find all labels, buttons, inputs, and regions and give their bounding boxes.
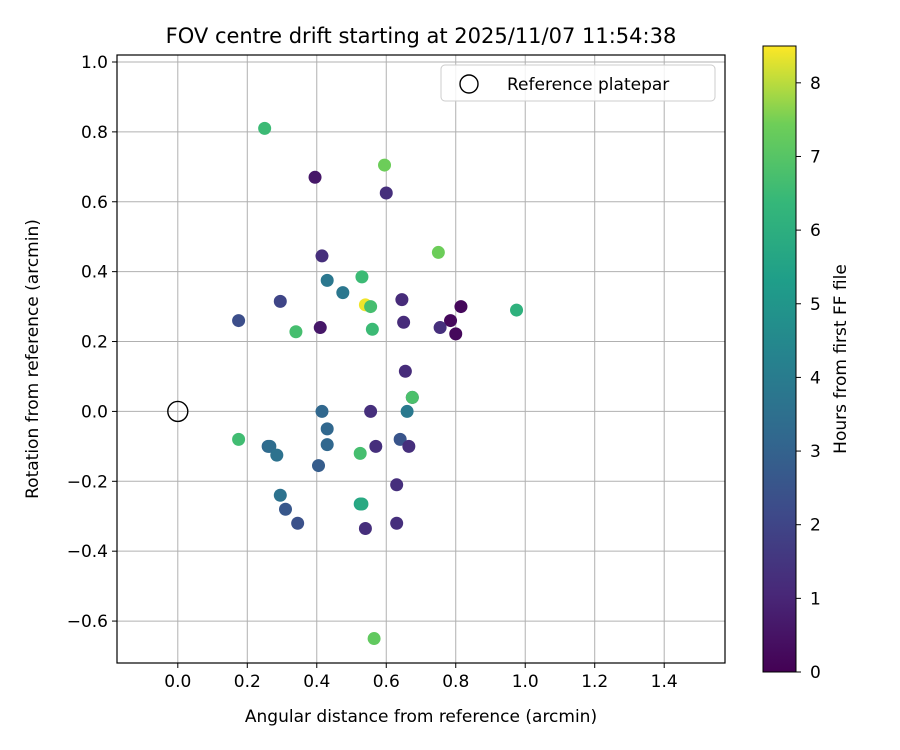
y-tick-label: 0.0 — [81, 402, 108, 422]
data-point — [444, 314, 458, 328]
data-point — [390, 516, 404, 530]
data-point — [232, 314, 246, 328]
legend: Reference platepar — [440, 64, 716, 102]
data-point — [315, 404, 329, 418]
y-tick-label: 0.6 — [81, 193, 108, 213]
data-point — [263, 439, 277, 453]
data-point — [378, 158, 392, 172]
data-point — [379, 186, 393, 200]
data-point — [308, 170, 322, 184]
data-point — [431, 245, 445, 259]
data-point — [232, 432, 246, 446]
data-point — [433, 321, 447, 335]
x-tick-label: 0.6 — [373, 672, 400, 692]
x-axis-label: Angular distance from reference (arcmin) — [245, 707, 597, 727]
data-point — [393, 432, 407, 446]
data-point — [395, 293, 409, 307]
data-point — [402, 439, 416, 453]
data-point — [273, 294, 287, 308]
reference-marker-group — [167, 400, 189, 423]
legend-label: Reference platepar — [507, 75, 669, 95]
y-axis-ticks: −0.6 −0.4 −0.2 0.0 0.2 0.4 0.6 0.8 1.0 — [67, 53, 117, 632]
y-tick-label: 0.8 — [81, 123, 108, 143]
y-tick-label: −0.6 — [67, 612, 108, 632]
data-point — [291, 516, 305, 530]
data-point — [258, 121, 272, 135]
colorbar-tick-label: 2 — [810, 516, 821, 536]
x-tick-label: 1.0 — [512, 672, 539, 692]
data-point — [279, 502, 293, 516]
data-point — [449, 327, 463, 341]
x-tick-label: 1.2 — [581, 672, 608, 692]
data-point — [400, 404, 414, 418]
data-point — [336, 286, 350, 300]
data-point — [320, 273, 334, 287]
data-point — [398, 364, 412, 378]
chart-title: FOV centre drift starting at 2025/11/07 … — [166, 24, 677, 48]
x-tick-label: 0.0 — [164, 672, 191, 692]
data-point — [405, 390, 419, 404]
data-point — [355, 270, 369, 284]
colorbar: 0 1 2 3 4 5 6 7 8 Hours from first FF file — [762, 45, 851, 683]
y-tick-label: −0.2 — [67, 472, 108, 492]
data-point — [313, 321, 327, 335]
y-tick-label: 1.0 — [81, 53, 108, 73]
y-tick-label: 0.4 — [81, 263, 108, 283]
data-point — [355, 497, 369, 511]
data-point — [390, 478, 404, 492]
data-point — [364, 404, 378, 418]
x-tick-label: 1.4 — [651, 672, 678, 692]
data-point — [273, 488, 287, 502]
legend-box — [440, 64, 716, 102]
y-tick-label: −0.4 — [67, 542, 108, 562]
grid-lines — [117, 55, 725, 663]
colorbar-tick-label: 3 — [810, 442, 821, 462]
colorbar-tick-label: 1 — [810, 589, 821, 609]
data-point — [454, 300, 468, 314]
x-tick-label: 0.2 — [234, 672, 261, 692]
data-point — [320, 438, 334, 452]
data-point — [358, 521, 372, 535]
data-point — [397, 315, 411, 329]
data-point — [270, 448, 284, 462]
colorbar-ticks: 0 1 2 3 4 5 6 7 8 — [796, 74, 821, 683]
legend-reference-marker — [459, 74, 479, 94]
data-point — [320, 422, 334, 436]
colorbar-tick-label: 5 — [810, 295, 821, 315]
x-axis-ticks: 0.0 0.2 0.4 0.6 0.8 1.0 1.2 1.4 — [164, 663, 678, 692]
colorbar-label: Hours from first FF file — [831, 264, 851, 454]
data-point — [365, 322, 379, 336]
colorbar-tick-label: 6 — [810, 221, 821, 241]
colorbar-tick-label: 4 — [810, 368, 821, 388]
colorbar-tick-label: 8 — [810, 74, 821, 94]
colorbar-gradient — [762, 45, 797, 673]
data-point — [315, 249, 329, 263]
data-point — [364, 300, 378, 314]
x-tick-label: 0.4 — [303, 672, 330, 692]
colorbar-tick-label: 7 — [810, 147, 821, 167]
data-point — [367, 632, 381, 646]
data-point — [312, 459, 326, 473]
data-point — [369, 439, 383, 453]
data-point — [289, 325, 303, 339]
data-point — [353, 446, 367, 460]
y-tick-label: 0.2 — [81, 333, 108, 353]
data-points — [232, 121, 524, 646]
plot-frame — [116, 54, 726, 664]
x-tick-label: 0.8 — [442, 672, 469, 692]
data-point — [510, 303, 524, 317]
colorbar-tick-label: 0 — [810, 663, 821, 683]
plot-area: 0.0 0.2 0.4 0.6 0.8 1.0 1.2 1.4 −0.6 −0.4 −0.2 0.0… — [67, 53, 726, 692]
y-axis-label: Rotation from reference (arcmin) — [23, 219, 43, 499]
reference-platepar-marker — [167, 400, 189, 423]
